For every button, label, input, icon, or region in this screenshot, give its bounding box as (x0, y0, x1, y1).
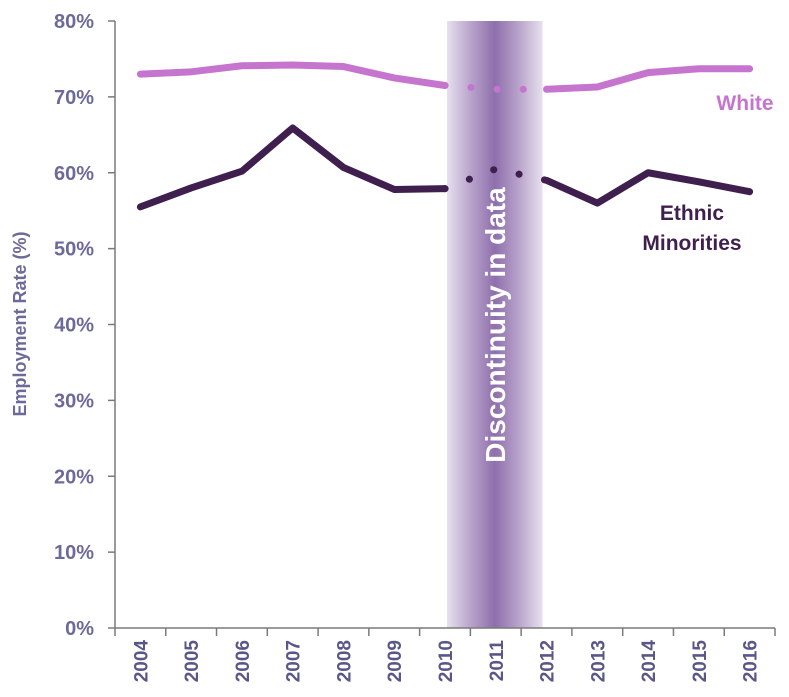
series-lines (136, 61, 754, 211)
x-tick-labels: 2004 2005 2006 2007 2008 2009 2010 2011 2012 2013… (131, 640, 761, 683)
y-tick-label: 50% (54, 239, 94, 261)
series-label-white: White (716, 92, 773, 115)
series-white-dotted-gap (441, 81, 551, 93)
y-tick-label: 20% (54, 466, 94, 488)
x-tick-label: 2014 (639, 640, 660, 683)
series-ethnic-minorities-line-part2 (543, 169, 754, 207)
discontinuity-band (447, 21, 543, 628)
y-tick-label: 70% (54, 87, 94, 109)
x-tick-label: 2006 (233, 640, 254, 682)
y-tick-label: 0% (65, 618, 94, 640)
y-tick-label: 10% (54, 542, 94, 564)
x-tick-label: 2013 (588, 640, 609, 682)
series-ethnic-minorities-dotted-gap (441, 165, 551, 193)
series-ethnic-minorities-line-part1 (136, 124, 449, 211)
x-tick-label: 2012 (538, 640, 559, 682)
x-tick-label: 2004 (131, 640, 152, 683)
axes (108, 20, 776, 636)
x-tick-label: 2008 (334, 640, 355, 682)
discontinuity-label: Discontinuity in data (480, 187, 511, 463)
x-tick-label: 2016 (741, 640, 762, 682)
y-tick-label: 40% (54, 315, 94, 337)
series-white-line-part2 (543, 65, 754, 93)
y-tick-label: 30% (54, 390, 94, 412)
x-tick-label: 2011 (487, 640, 508, 682)
series-white-line-part1 (136, 61, 449, 89)
y-tick-labels: 0% 10% 20% 30% 40% 50% 60% 70% 80% (54, 11, 94, 640)
y-tick-label: 80% (54, 11, 94, 33)
x-tick-label: 2009 (385, 640, 406, 682)
y-axis-title: Employment Rate (%) (10, 231, 30, 416)
series-label-ethnic-line1: Ethnic (660, 202, 724, 225)
x-tick-label: 2015 (690, 640, 711, 683)
x-tick-label: 2007 (284, 640, 305, 682)
x-tick-label: 2005 (182, 640, 203, 683)
x-tick-label: 2010 (436, 640, 457, 682)
y-tick-label: 60% (54, 163, 94, 185)
series-label-ethnic-line2: Minorities (642, 232, 741, 255)
